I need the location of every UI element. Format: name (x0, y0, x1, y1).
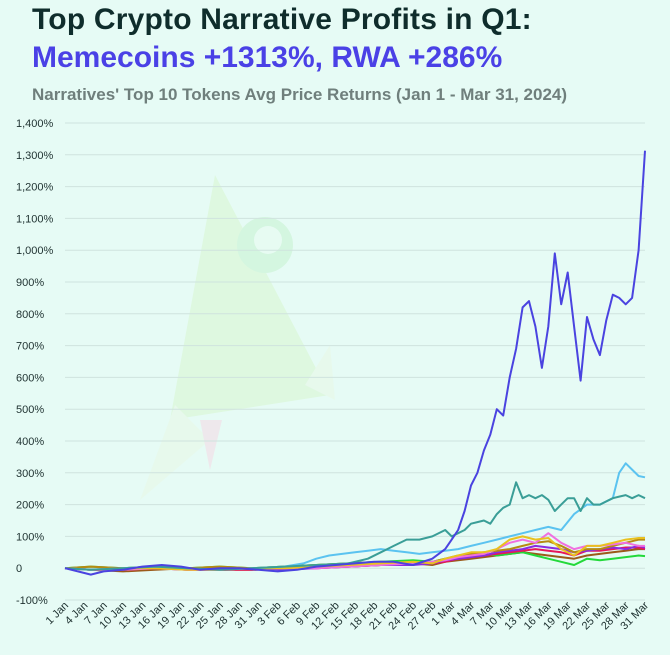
y-tick-label: 100% (16, 531, 44, 543)
y-tick-label: 600% (16, 372, 44, 384)
y-tick-label: 1,100% (16, 213, 54, 225)
y-tick-label: 400% (16, 436, 44, 448)
y-tick-label: 1,200% (16, 182, 54, 194)
y-tick-label: 300% (16, 468, 44, 480)
y-tick-label: 0 (16, 563, 22, 575)
y-tick-label: 1,300% (16, 150, 54, 162)
y-tick-label: 900% (16, 277, 44, 289)
y-tick-label: 200% (16, 500, 44, 512)
series-line-0 (64, 150, 646, 576)
y-tick-label: -100% (16, 595, 48, 607)
y-tick-label: 1,000% (16, 245, 54, 257)
series-line-1 (64, 481, 646, 571)
y-tick-label: 800% (16, 309, 44, 321)
y-tick-label: 1,400% (16, 118, 54, 130)
y-tick-label: 500% (16, 404, 44, 416)
chart-title: Top Crypto Narrative Profits in Q1: (32, 3, 532, 36)
y-tick-label: 700% (16, 341, 44, 353)
chart-caption: Narratives' Top 10 Tokens Avg Price Retu… (32, 85, 568, 104)
chart-subtitle: Memecoins +1313%, RWA +286% (32, 41, 503, 74)
rocket-icon (140, 175, 335, 500)
